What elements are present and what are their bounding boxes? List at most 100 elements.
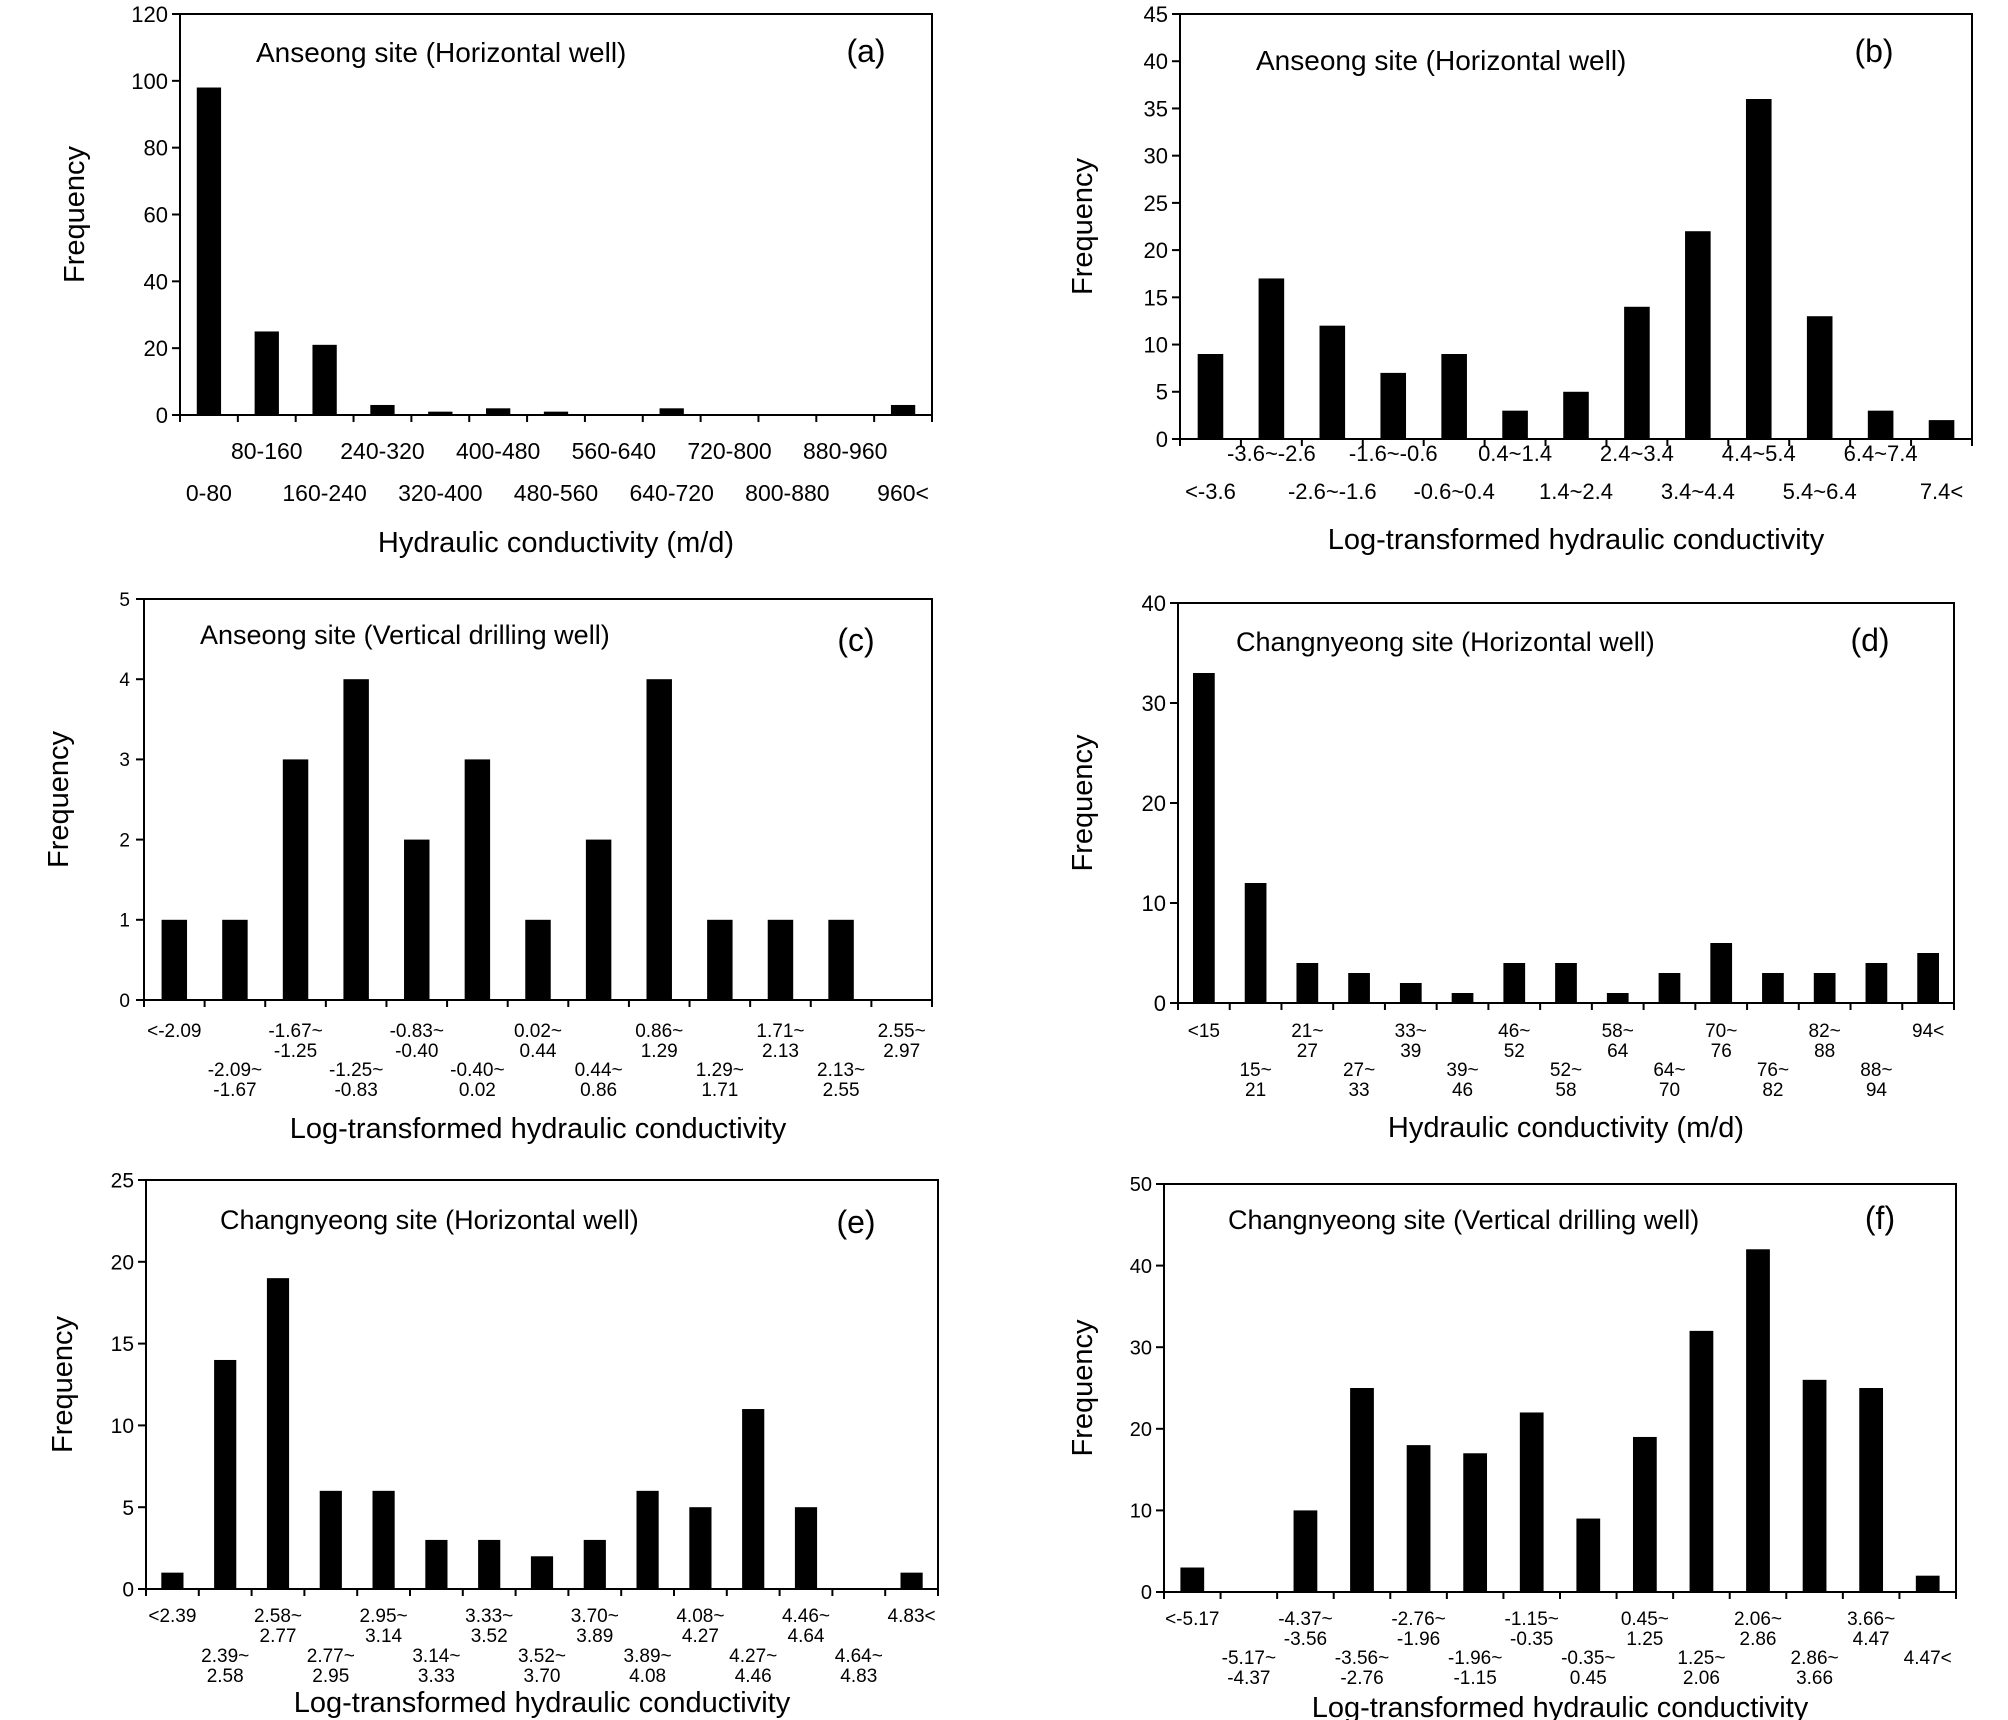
y-tick-label: 20 [144, 336, 168, 361]
x-category-label: 7.4< [1920, 479, 1963, 504]
y-tick-label: 0 [1141, 1582, 1152, 1604]
x-category-label: 3.66~ 4.47 [1847, 1609, 1895, 1650]
y-tick-label: 5 [122, 1497, 134, 1520]
x-category-label: 640-720 [629, 480, 713, 506]
x-category-label: -2.76~ -1.96 [1391, 1609, 1445, 1650]
x-category-label: 0-80 [186, 480, 232, 506]
bar-5 [404, 839, 430, 1000]
bar-5 [428, 411, 453, 415]
x-axis-label: Hydraulic conductivity (m/d) [378, 527, 734, 559]
y-tick-label: 5 [119, 590, 130, 611]
chart-title: Anseong site (Vertical drilling well) [200, 620, 610, 650]
bar-1 [1180, 1567, 1205, 1592]
y-tick-label: 0 [1154, 991, 1166, 1016]
y-tick-label: 50 [1130, 1174, 1152, 1196]
bar-1 [196, 87, 222, 416]
y-tick-label: 15 [111, 1333, 134, 1356]
x-category-label: 0.45~ 1.25 [1621, 1609, 1669, 1650]
y-axis-label: Frequency [1067, 1319, 1099, 1457]
y-tick-label: 0 [1156, 427, 1168, 452]
y-tick-label: 4 [119, 670, 130, 691]
bar-8 [1576, 1518, 1601, 1592]
panel-letter: (f) [1865, 1200, 1895, 1236]
x-category-label: -5.17~ -4.37 [1222, 1648, 1276, 1689]
bar-9 [583, 1539, 606, 1589]
y-tick-label: 3 [119, 750, 130, 771]
x-category-label: 2.06~ 2.86 [1734, 1609, 1782, 1650]
x-category-label: -1.96~ -1.15 [1448, 1648, 1502, 1689]
y-tick-label: 10 [1130, 1501, 1152, 1523]
bar-5 [1441, 354, 1467, 439]
x-category-label: 3.70~ 3.89 [571, 1606, 619, 1647]
x-category-label: -1.15~ -0.35 [1505, 1609, 1559, 1650]
bar-7 [1563, 391, 1589, 439]
plot-frame [1163, 1183, 1957, 1593]
bar-7 [543, 411, 569, 415]
bar-3 [1296, 963, 1319, 1003]
bar-9 [1606, 993, 1629, 1003]
y-tick-label: 40 [144, 269, 168, 294]
x-category-label: 52~ 58 [1550, 1060, 1582, 1101]
y-tick-label: 30 [1142, 691, 1166, 716]
x-category-label: 2.13~ 2.55 [817, 1060, 865, 1101]
bar-11 [1710, 943, 1733, 1003]
y-tick-label: 120 [131, 2, 168, 27]
plot-frame [1179, 13, 1973, 440]
chart-title: Changnyeong site (Vertical drilling well… [1228, 1205, 1699, 1235]
x-category-label: 15~ 21 [1239, 1060, 1271, 1101]
x-category-label: <2.39 [148, 1606, 196, 1627]
bar-4 [319, 1490, 342, 1589]
y-axis-label: Frequency [1067, 734, 1099, 872]
bar-1 [161, 1572, 184, 1589]
y-tick-label: 0 [156, 403, 168, 428]
bar-5 [1399, 983, 1422, 1003]
plot-frame [145, 1179, 939, 1590]
bar-10 [1745, 99, 1772, 439]
x-category-label: 400-480 [456, 438, 540, 464]
x-category-label: 39~ 46 [1446, 1060, 1478, 1101]
bar-8 [1624, 306, 1650, 439]
x-category-label: 4.4~5.4 [1722, 441, 1796, 466]
x-category-label: 76~ 82 [1757, 1060, 1789, 1101]
x-category-label: -0.6~0.4 [1413, 479, 1494, 504]
y-tick-label: 10 [1144, 332, 1168, 357]
bar-4 [1380, 372, 1407, 439]
panel-letter: (b) [1854, 33, 1893, 69]
bar-2 [254, 331, 279, 415]
x-category-label: -0.35~ 0.45 [1561, 1648, 1615, 1689]
plot-frame [1177, 602, 1955, 1004]
plot-frame [179, 13, 933, 416]
x-category-label: -1.6~-0.6 [1349, 441, 1438, 466]
bar-3 [1319, 325, 1346, 439]
x-category-label: 58~ 64 [1602, 1021, 1634, 1062]
bar-11 [1746, 1249, 1770, 1592]
x-category-label: -4.37~ -3.56 [1278, 1609, 1332, 1650]
x-category-label: 4.83< [888, 1606, 936, 1627]
bar-2 [1258, 278, 1285, 439]
x-category-label: 33~ 39 [1395, 1021, 1427, 1062]
bar-4 [1350, 1388, 1374, 1592]
y-tick-label: 15 [1144, 285, 1168, 310]
bar-5 [372, 1490, 395, 1589]
x-category-label: -3.56~ -2.76 [1335, 1648, 1389, 1689]
bar-15 [900, 1572, 923, 1589]
y-axis-label: Frequency [47, 1315, 79, 1453]
x-category-label: 2.4~3.4 [1600, 441, 1674, 466]
bar-4 [370, 404, 395, 415]
chart-title: Changnyeong site (Horizontal well) [220, 1205, 639, 1235]
x-category-label: 1.29~ 1.71 [696, 1060, 744, 1101]
x-category-label: 3.52~ 3.70 [518, 1646, 566, 1687]
x-category-label: 4.64~ 4.83 [835, 1646, 883, 1687]
bar-6 [464, 759, 491, 1000]
chart-title: Changnyeong site (Horizontal well) [1236, 627, 1655, 657]
x-category-label: -1.67~ -1.25 [268, 1021, 322, 1062]
y-tick-label: 40 [1130, 1256, 1152, 1278]
x-category-label: <-2.09 [147, 1021, 201, 1042]
bar-5 [1406, 1445, 1431, 1592]
x-category-label: 800-880 [745, 480, 829, 506]
panel-letter: (a) [846, 33, 885, 69]
bar-13 [1813, 973, 1836, 1003]
bar-7 [1503, 963, 1526, 1003]
x-category-label: <-5.17 [1165, 1609, 1219, 1630]
